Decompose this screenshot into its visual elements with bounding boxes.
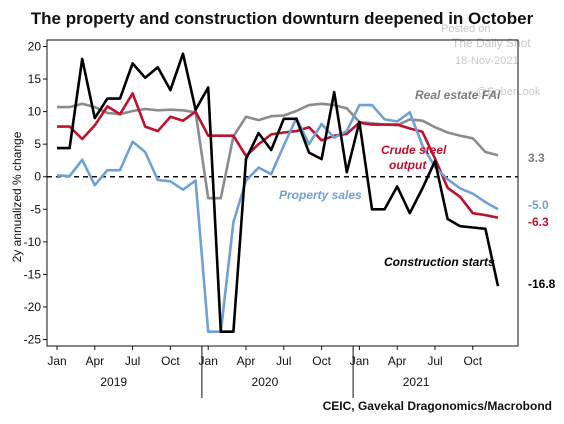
x-tick-label-7: Oct — [312, 354, 331, 368]
watermark-line-1: Posted on — [441, 23, 491, 35]
y-axis-label: 2y annualized % change — [10, 131, 24, 262]
y-tick-label-0: 20 — [28, 40, 42, 54]
x-tick-label-8: Jan — [350, 354, 369, 368]
y-tick-label-9: -25 — [24, 332, 42, 346]
end-value-property-sales: -5.0 — [528, 198, 549, 212]
y-tick-label-4: 0 — [34, 170, 41, 184]
x-year-label-0: 2019 — [100, 375, 127, 389]
y-tick-label-2: 10 — [28, 105, 42, 119]
end-value-crude-steel: -6.3 — [528, 215, 549, 229]
y-tick-label-6: -10 — [24, 235, 42, 249]
x-tick-label-2: Jul — [125, 354, 140, 368]
y-tick-label-7: -15 — [24, 267, 42, 281]
watermark-line-4: @SoberLook — [476, 86, 541, 98]
x-year-label-2: 2021 — [403, 375, 430, 389]
x-year-label-1: 2020 — [252, 375, 279, 389]
axis-layer: 20 15 10 5 0 -5 -10 -15 -20 -25 Jan Apr Jul Oct Jan Apr… — [24, 39, 519, 398]
x-tick-label-1: Apr — [85, 354, 104, 368]
x-tick-label-0: Jan — [47, 354, 66, 368]
x-tick-label-3: Oct — [161, 354, 180, 368]
series-line-property-sales — [56, 103, 499, 334]
x-tick-label-5: Apr — [237, 354, 256, 368]
y-tick-label-5: -5 — [30, 202, 41, 216]
y-tick-label-1: 15 — [28, 72, 42, 86]
end-value-construction-starts: -16.8 — [528, 277, 556, 291]
x-tick-label-6: Jul — [276, 354, 291, 368]
source-note: CEIC, Gavekal Dragonomics/Macrobond — [323, 399, 552, 413]
chart-title: The property and construction downturn d… — [31, 9, 534, 28]
label-construction-starts: Construction starts — [384, 255, 495, 269]
series-layer — [56, 52, 500, 334]
x-tick-label-9: Apr — [388, 354, 407, 368]
plot-frame — [46, 39, 519, 347]
x-tick-label-10: Jul — [427, 354, 442, 368]
label-crude-steel-line-2: output — [389, 158, 427, 172]
y-tick-label-8: -20 — [24, 300, 42, 314]
watermark-line-3: 18-Nov-2021 — [455, 55, 519, 67]
y-tick-label-3: 5 — [34, 137, 41, 151]
x-tick-label-11: Oct — [463, 354, 482, 368]
x-tick-label-4: Jan — [199, 354, 218, 368]
label-real-estate-fai: Real estate FAI — [415, 88, 501, 102]
series-line-real-estate-fai — [57, 102, 499, 200]
label-property-sales: Property sales — [279, 188, 362, 202]
label-crude-steel-line-1: Crude steel — [381, 143, 447, 157]
end-value-real-estate-fai: 3.3 — [528, 151, 545, 165]
watermark-line-2: The Daily Shot — [452, 36, 531, 50]
series-line-construction-starts — [57, 52, 500, 334]
